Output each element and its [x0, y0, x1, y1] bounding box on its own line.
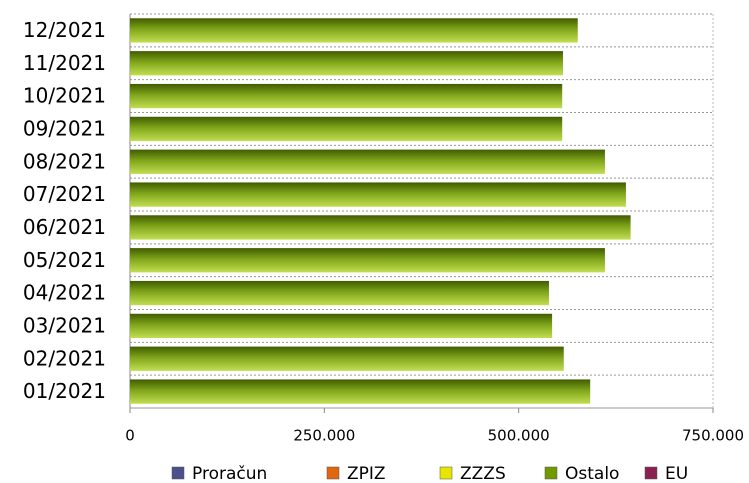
- legend-label: Proračun: [192, 464, 267, 483]
- legend-swatch: [326, 466, 340, 480]
- legend-label: Ostalo: [565, 464, 619, 483]
- y-tick-label: 05/2021: [23, 248, 106, 272]
- bar: [130, 182, 626, 207]
- bar: [130, 18, 578, 43]
- bar: [130, 379, 591, 404]
- legend-swatch: [439, 466, 453, 480]
- legend-swatch: [644, 466, 658, 480]
- x-tick-label: 750.000: [682, 427, 744, 445]
- y-tick-label: 06/2021: [23, 215, 106, 239]
- x-tick-label: 0: [125, 427, 135, 445]
- bar: [130, 83, 563, 109]
- y-tick-label: 04/2021: [23, 281, 106, 305]
- legend-label: EU: [665, 464, 688, 483]
- legend-swatch: [171, 466, 185, 480]
- y-tick-label: 01/2021: [23, 379, 106, 403]
- y-tick-label: 08/2021: [23, 149, 106, 173]
- bar: [130, 313, 553, 339]
- bar: [130, 280, 549, 306]
- legend-label: ZZZS: [460, 464, 506, 483]
- bar: [130, 215, 631, 240]
- legend-label: ZPIZ: [347, 464, 386, 483]
- y-tick-label: 09/2021: [23, 116, 106, 140]
- y-tick-label: 07/2021: [23, 182, 106, 206]
- y-tick-label: 03/2021: [23, 313, 106, 337]
- bar: [130, 51, 563, 76]
- bar: [130, 248, 605, 273]
- legend-swatch: [544, 466, 558, 480]
- bar: [130, 116, 563, 142]
- y-tick-label: 11/2021: [23, 51, 106, 75]
- bar: [130, 346, 564, 371]
- x-tick-label: 250.000: [293, 427, 355, 445]
- y-tick-label: 12/2021: [23, 18, 106, 42]
- y-tick-label: 10/2021: [23, 84, 106, 108]
- bar: [130, 149, 605, 174]
- x-tick-label: 500.000: [488, 427, 550, 445]
- y-tick-label: 02/2021: [23, 346, 106, 370]
